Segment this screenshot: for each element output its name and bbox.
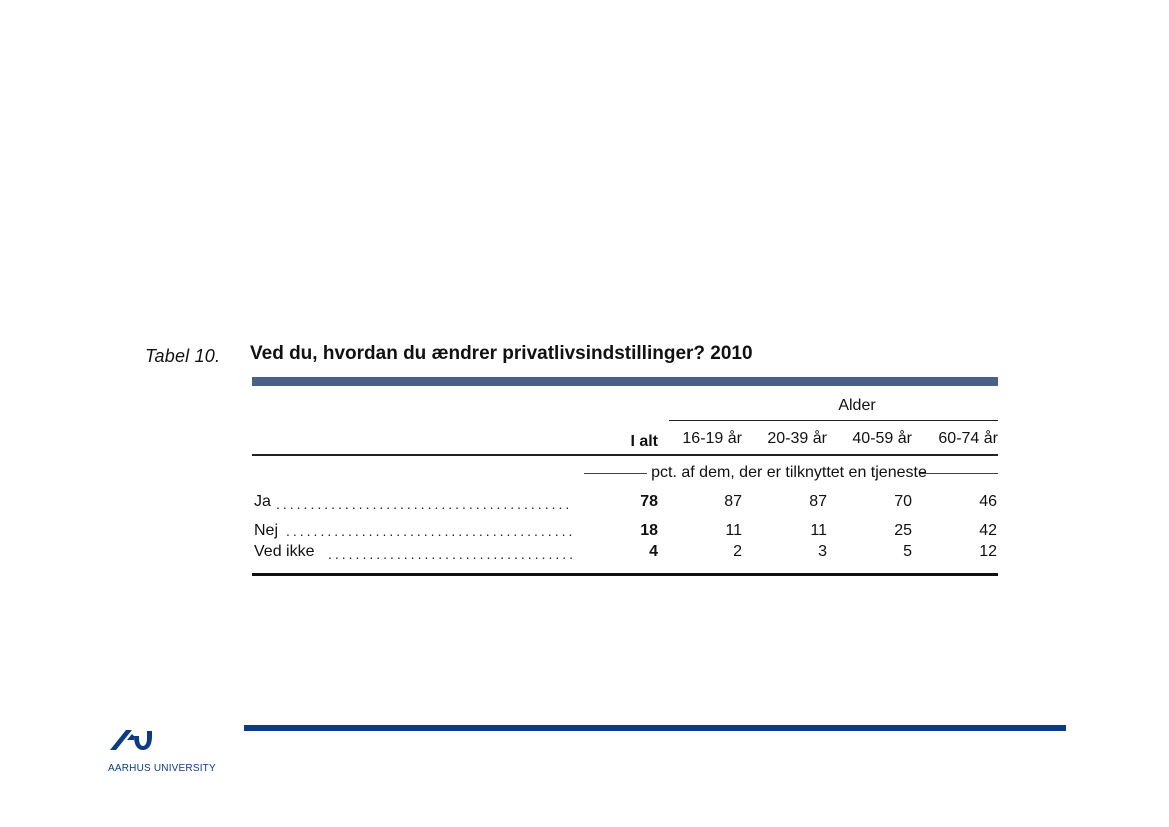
table-top-rule <box>252 377 998 386</box>
dot-leader: ........................................… <box>328 546 572 562</box>
column-header-60-74: 60-74 år <box>938 430 998 447</box>
cell-nej-60-74: 42 <box>979 522 997 539</box>
table-caption-label: Tabel 10. <box>145 346 221 366</box>
group-header-rule <box>669 420 998 421</box>
logo-wordmark: AARHUS UNIVERSITY <box>108 763 216 774</box>
row-label-ved-ikke: Ved ikke <box>254 543 315 560</box>
group-header-alder: Alder <box>838 397 876 414</box>
aarhus-university-logo-icon <box>110 730 152 750</box>
cell-ja-40-59: 70 <box>894 493 912 510</box>
cell-ved-ikke-total: 4 <box>649 543 658 560</box>
data-table: Alder I alt 16-19 år 20-39 år 40-59 år 6… <box>252 386 998 578</box>
column-header-20-39: 20-39 år <box>767 430 827 447</box>
unit-note: pct. af dem, der er tilknyttet en tjenes… <box>584 464 994 482</box>
dot-leader: ........................................… <box>276 496 572 512</box>
column-header-40-59: 40-59 år <box>852 430 912 447</box>
cell-ja-60-74: 46 <box>979 493 997 510</box>
footer-rule <box>244 725 1066 731</box>
cell-nej-40-59: 25 <box>894 522 912 539</box>
cell-ved-ikke-40-59: 5 <box>903 543 912 560</box>
cell-nej-16-19: 11 <box>725 522 742 539</box>
row-label-ja: Ja <box>254 493 271 510</box>
table-title: Ved du, hvordan du ændrer privatlivsinds… <box>250 343 753 364</box>
cell-ved-ikke-60-74: 12 <box>979 543 997 560</box>
column-header-total: I alt <box>630 433 658 450</box>
unit-rule-left <box>584 473 664 474</box>
row-label-nej: Nej <box>254 522 279 539</box>
cell-ved-ikke-16-19: 2 <box>733 543 742 560</box>
cell-ja-total: 78 <box>640 493 658 510</box>
unit-rule-right <box>920 473 998 474</box>
dot-leader: ........................................… <box>286 523 572 539</box>
table-bottom-rule <box>252 573 998 576</box>
cell-nej-total: 18 <box>640 522 658 539</box>
cell-ja-16-19: 87 <box>724 493 742 510</box>
column-header-16-19: 16-19 år <box>682 430 742 447</box>
cell-ja-20-39: 87 <box>809 493 827 510</box>
cell-nej-20-39: 11 <box>810 522 827 539</box>
cell-ved-ikke-20-39: 3 <box>818 543 827 560</box>
header-rule <box>252 454 998 456</box>
